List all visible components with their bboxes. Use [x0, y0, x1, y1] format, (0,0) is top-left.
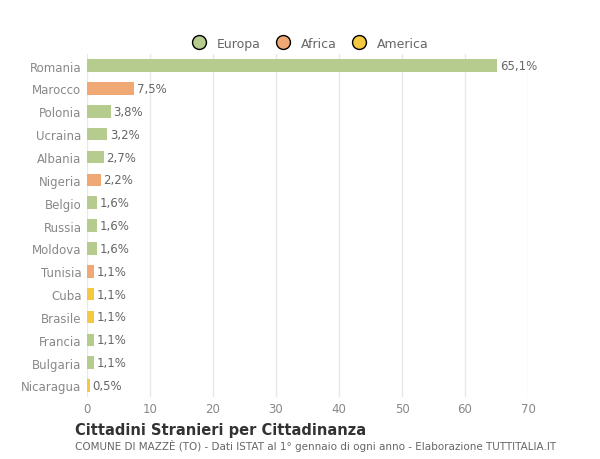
Bar	[87, 265, 94, 278]
Text: 7,5%: 7,5%	[137, 83, 167, 96]
Bar	[87, 357, 94, 369]
Text: 1,6%: 1,6%	[100, 219, 130, 233]
Bar	[87, 60, 497, 73]
Bar	[87, 380, 90, 392]
Text: 0,5%: 0,5%	[92, 379, 122, 392]
Bar	[87, 243, 97, 255]
Bar	[87, 106, 111, 118]
Text: Cittadini Stranieri per Cittadinanza: Cittadini Stranieri per Cittadinanza	[75, 422, 366, 437]
Text: 1,6%: 1,6%	[100, 242, 130, 255]
Text: 1,1%: 1,1%	[97, 265, 127, 278]
Bar	[87, 83, 134, 95]
Text: 1,1%: 1,1%	[97, 311, 127, 324]
Text: 1,6%: 1,6%	[100, 197, 130, 210]
Bar	[87, 220, 97, 232]
Bar	[87, 288, 94, 301]
Bar	[87, 311, 94, 324]
Text: COMUNE DI MAZZÈ (TO) - Dati ISTAT al 1° gennaio di ogni anno - Elaborazione TUTT: COMUNE DI MAZZÈ (TO) - Dati ISTAT al 1° …	[75, 439, 556, 451]
Bar	[87, 151, 104, 164]
Text: 1,1%: 1,1%	[97, 334, 127, 347]
Text: 65,1%: 65,1%	[500, 60, 537, 73]
Text: 3,2%: 3,2%	[110, 129, 139, 141]
Bar	[87, 129, 107, 141]
Text: 2,2%: 2,2%	[103, 174, 133, 187]
Bar	[87, 174, 101, 187]
Text: 2,7%: 2,7%	[107, 151, 136, 164]
Text: 1,1%: 1,1%	[97, 356, 127, 369]
Text: 1,1%: 1,1%	[97, 288, 127, 301]
Bar	[87, 334, 94, 346]
Legend: Europa, Africa, America: Europa, Africa, America	[183, 34, 432, 55]
Text: 3,8%: 3,8%	[113, 106, 143, 118]
Bar	[87, 197, 97, 209]
